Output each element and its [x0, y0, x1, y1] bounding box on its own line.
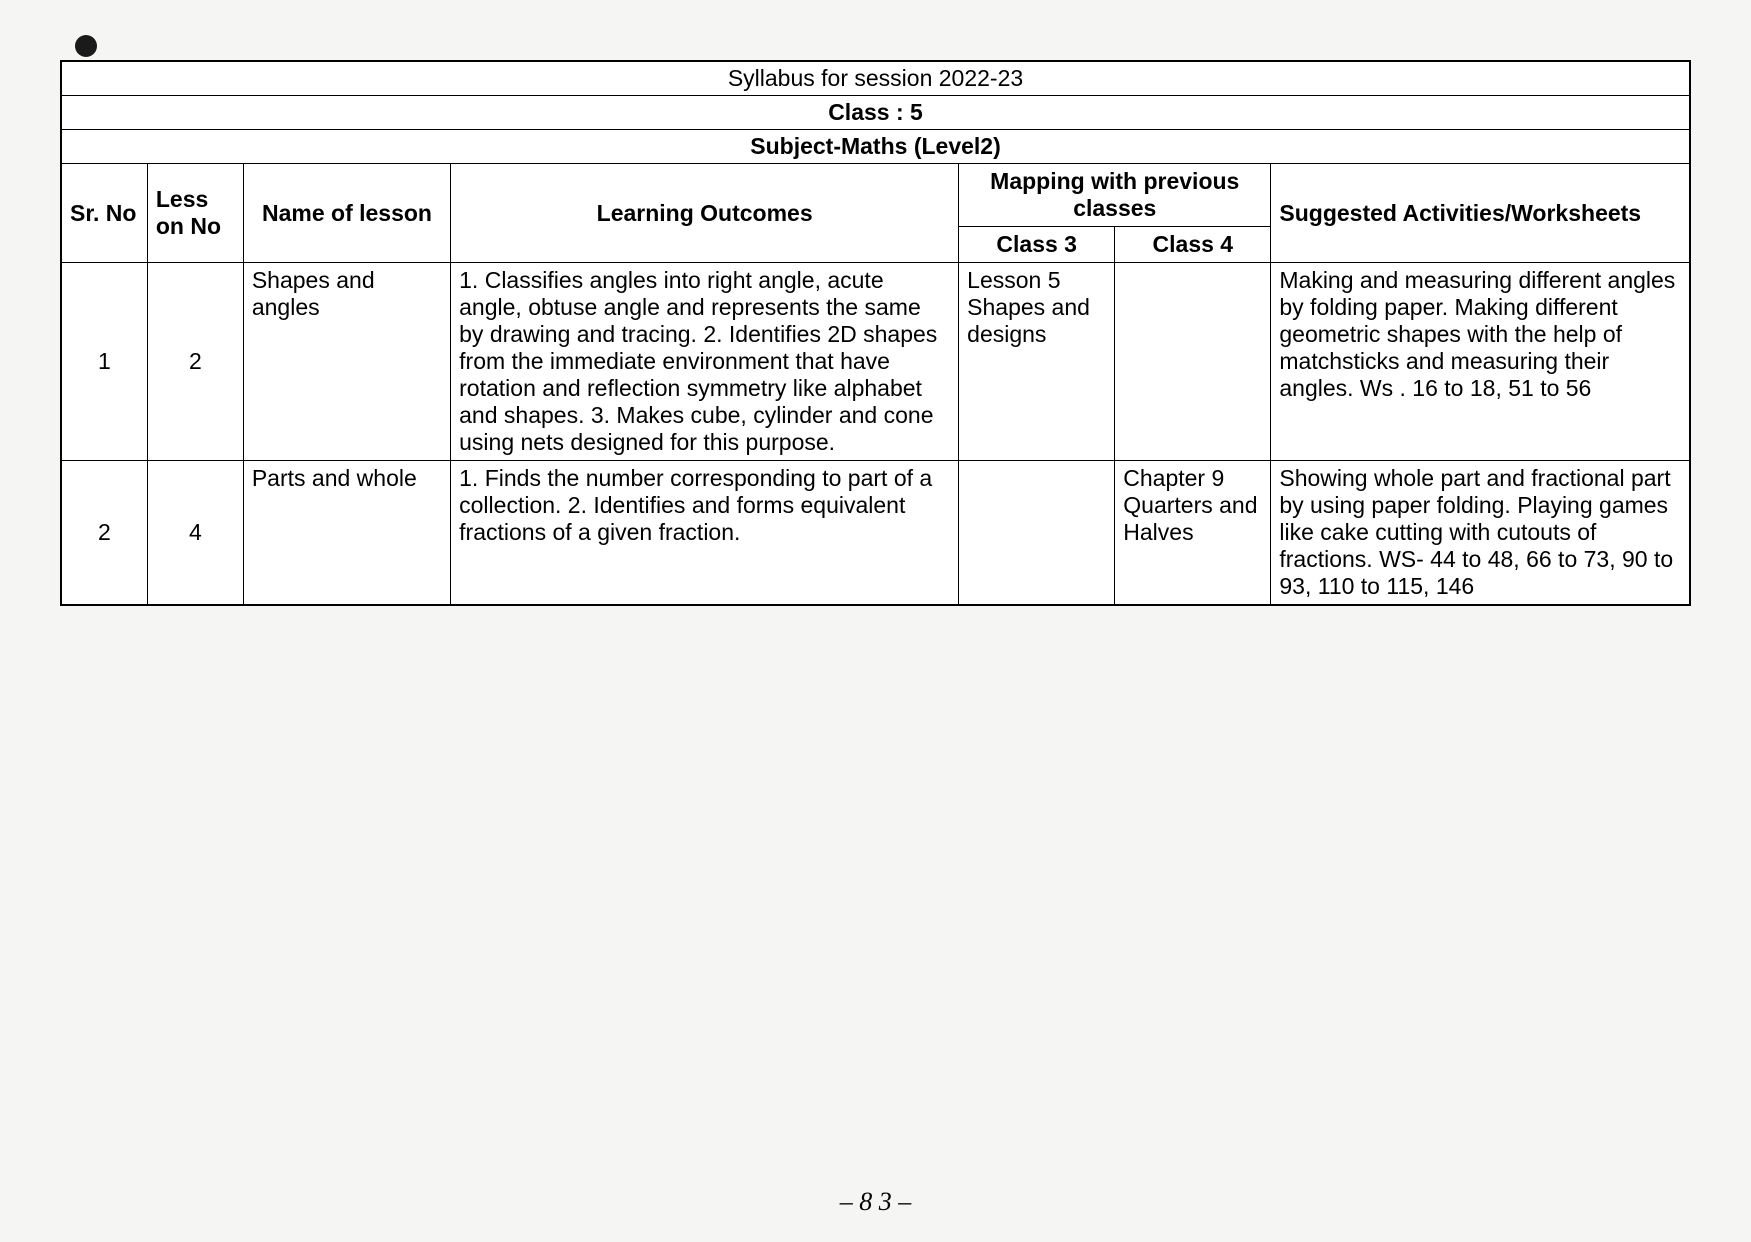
cell-name: Shapes and angles: [243, 263, 450, 461]
syllabus-table: Syllabus for session 2022-23 Class : 5 S…: [60, 60, 1691, 606]
session-title: Syllabus for session 2022-23: [61, 61, 1690, 96]
header-suggested: Suggested Activities/Worksheets: [1271, 164, 1690, 263]
subject-title-row: Subject-Maths (Level2): [61, 130, 1690, 164]
cell-class4: Chapter 9 Quarters and Halves: [1115, 461, 1271, 606]
cell-sr-no: 1: [61, 263, 147, 461]
cell-name: Parts and whole: [243, 461, 450, 606]
page-number: – 8 3 –: [840, 1187, 912, 1217]
header-lesson-no: Less on No: [147, 164, 243, 263]
cell-class3: Lesson 5 Shapes and designs: [959, 263, 1115, 461]
cell-suggested: Making and measuring different angles by…: [1271, 263, 1690, 461]
cell-outcomes: 1. Finds the number corresponding to par…: [451, 461, 959, 606]
header-class3: Class 3: [959, 227, 1115, 263]
header-sr-no: Sr. No: [61, 164, 147, 263]
table-row: 2 4 Parts and whole 1. Finds the number …: [61, 461, 1690, 606]
cell-lesson-no: 2: [147, 263, 243, 461]
header-name: Name of lesson: [243, 164, 450, 263]
header-mapping: Mapping with previous classes: [959, 164, 1271, 227]
cell-suggested: Showing whole part and fractional part b…: [1271, 461, 1690, 606]
class-title-row: Class : 5: [61, 96, 1690, 130]
cell-class3: [959, 461, 1115, 606]
session-title-row: Syllabus for session 2022-23: [61, 61, 1690, 96]
punch-hole-mark: [75, 35, 97, 57]
cell-lesson-no: 4: [147, 461, 243, 606]
table-row: 1 2 Shapes and angles 1. Classifies angl…: [61, 263, 1690, 461]
class-title: Class : 5: [61, 96, 1690, 130]
cell-outcomes: 1. Classifies angles into right angle, a…: [451, 263, 959, 461]
cell-class4: [1115, 263, 1271, 461]
cell-sr-no: 2: [61, 461, 147, 606]
header-outcomes: Learning Outcomes: [451, 164, 959, 263]
header-class4: Class 4: [1115, 227, 1271, 263]
subject-title: Subject-Maths (Level2): [61, 130, 1690, 164]
table-header-row: Sr. No Less on No Name of lesson Learnin…: [61, 164, 1690, 227]
